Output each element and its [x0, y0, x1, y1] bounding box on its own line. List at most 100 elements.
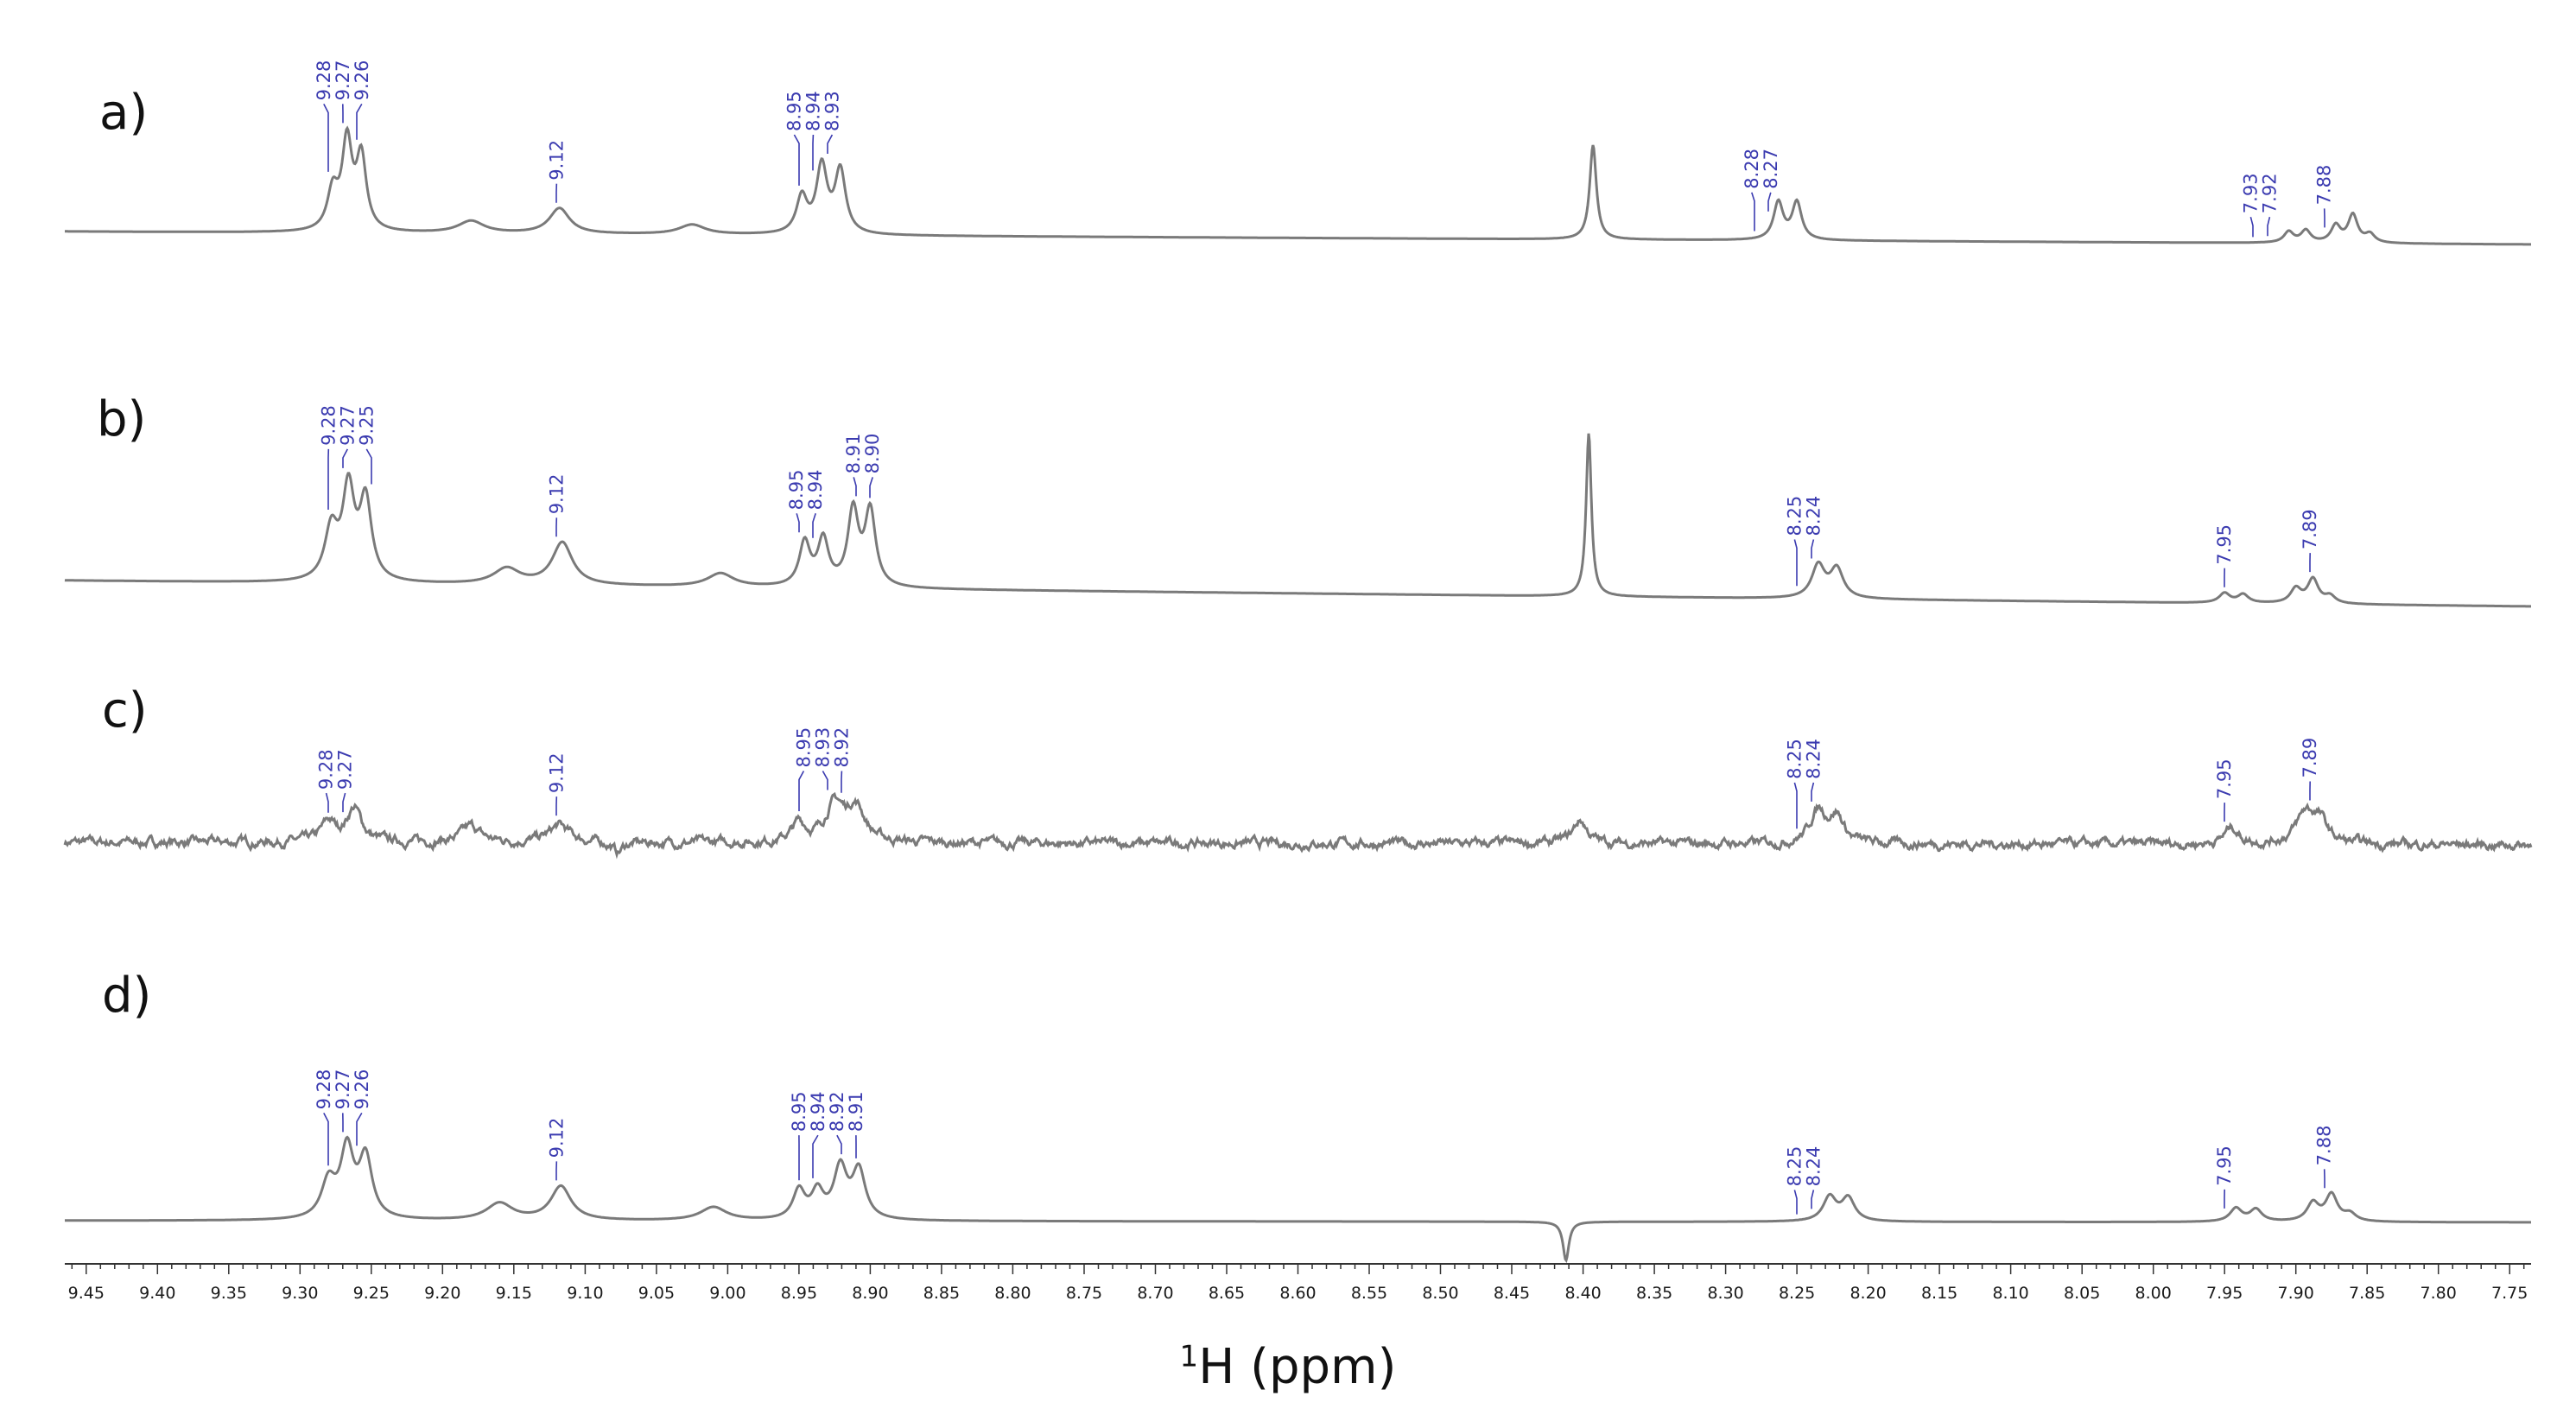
- peak-leader: [325, 792, 329, 813]
- peak-label: 7.89: [2300, 509, 2320, 549]
- x-tick-label: 9.25: [353, 1284, 390, 1303]
- peak-label: 8.91: [843, 434, 864, 474]
- peak-leader: [869, 477, 873, 498]
- panel-label-c: c): [102, 682, 148, 739]
- x-tick-label: 8.80: [994, 1284, 1031, 1303]
- peak-label: 7.95: [2214, 524, 2235, 565]
- x-axis-title: 1H (ppm): [0, 1339, 2576, 1395]
- peak-label: 8.92: [831, 727, 852, 768]
- peak-label: 8.94: [803, 91, 823, 131]
- panel-label-d: d): [102, 968, 152, 1024]
- x-tick-label: 8.35: [1636, 1284, 1672, 1303]
- peak-label: 8.95: [793, 727, 814, 768]
- peak-label: 8.24: [1803, 1146, 1824, 1187]
- peak-label: 9.25: [356, 405, 377, 446]
- peak-leader: [1793, 539, 1798, 587]
- peak-label: 8.25: [1784, 496, 1805, 536]
- x-axis-title-superscript: 1: [1179, 1339, 1199, 1374]
- spectrum-trace: [64, 433, 2531, 608]
- x-tick-label: 9.40: [139, 1284, 175, 1303]
- peak-leader: [342, 792, 346, 813]
- x-tick-label: 8.40: [1564, 1284, 1601, 1303]
- peak-label: 8.28: [1742, 149, 1762, 189]
- peak-label: 7.95: [2214, 1146, 2235, 1186]
- x-tick-label: 8.75: [1066, 1284, 1102, 1303]
- peak-label: 7.95: [2214, 758, 2235, 799]
- spectrum-d: 9.289.279.26 9.12 8.958.948.928.91 8.258.24…: [65, 1069, 2531, 1264]
- peak-label: 9.12: [546, 140, 567, 181]
- peak-label: 9.12: [546, 474, 567, 515]
- x-tick-label: 7.95: [2206, 1284, 2243, 1303]
- x-tick-label: 8.65: [1209, 1284, 1245, 1303]
- x-tick-label: 8.55: [1351, 1284, 1387, 1303]
- x-tick-label: 9.45: [68, 1284, 105, 1303]
- x-tick-label: 8.30: [1707, 1284, 1743, 1303]
- peak-label: 9.28: [314, 60, 334, 101]
- peak-leader: [342, 448, 349, 468]
- x-tick-label: 8.25: [1779, 1284, 1815, 1303]
- peak-label: 7.92: [2259, 173, 2280, 213]
- x-tick-label: 9.15: [496, 1284, 532, 1303]
- peak-label: 8.95: [789, 1091, 809, 1132]
- peak-label: 8.95: [786, 470, 807, 511]
- panel-label-b: b): [97, 391, 147, 447]
- spectrum-trace: [63, 791, 2533, 860]
- peak-leader: [2249, 216, 2254, 238]
- x-axis: 9.45 9.40 9.35 9.30 9.25 9.20 9.15 9.10 9.05 9.00…: [65, 1263, 2531, 1303]
- x-tick-label: 7.90: [2278, 1284, 2314, 1303]
- peak-label: 9.27: [337, 405, 358, 446]
- x-tick-label: 9.20: [424, 1284, 460, 1303]
- peak-label: 8.93: [812, 727, 833, 768]
- x-tick-label: 8.00: [2135, 1284, 2172, 1303]
- x-tick-label: 9.35: [211, 1284, 247, 1303]
- x-tick-label: 8.05: [2064, 1284, 2100, 1303]
- peak-label: 9.28: [316, 749, 337, 790]
- peak-label: 8.25: [1784, 1146, 1805, 1187]
- peak-leader: [1767, 192, 1772, 212]
- x-tick-label: 8.70: [1137, 1284, 1173, 1303]
- peak-leader: [796, 513, 800, 533]
- peak-label: 8.27: [1761, 149, 1781, 189]
- peak-leader: [836, 1134, 842, 1155]
- peak-label: 8.92: [827, 1091, 847, 1132]
- x-tick-label: 8.85: [923, 1284, 960, 1303]
- peak-leader: [356, 1112, 363, 1146]
- x-tick-label: 8.60: [1279, 1284, 1316, 1303]
- peak-leader: [365, 448, 372, 485]
- peak-label: 8.25: [1784, 739, 1805, 779]
- peak-leader: [323, 104, 329, 172]
- peak-label: 9.28: [314, 1069, 334, 1110]
- peak-label: 8.24: [1803, 739, 1824, 779]
- peak-label: 8.24: [1803, 496, 1824, 536]
- peak-label: 9.12: [546, 752, 567, 793]
- peak-label: 8.95: [784, 91, 804, 131]
- x-tick-label: 7.85: [2349, 1284, 2385, 1303]
- peak-leader: [1811, 539, 1815, 559]
- peak-leader: [793, 134, 800, 186]
- peak-label: 9.26: [352, 1069, 372, 1110]
- peak-label: 7.93: [2240, 173, 2261, 213]
- peak-leader: [853, 477, 857, 497]
- x-axis-title-text: H (ppm): [1198, 1339, 1397, 1395]
- peak-label: 7.88: [2314, 165, 2335, 206]
- peak-label: 7.88: [2314, 1126, 2335, 1166]
- peak-leader: [323, 1113, 329, 1166]
- peak-leader: [822, 771, 828, 790]
- peak-label: 8.94: [805, 470, 826, 511]
- x-tick-label: 9.30: [282, 1284, 318, 1303]
- x-tick-label: 8.90: [852, 1284, 888, 1303]
- x-tick-label: 9.10: [567, 1284, 603, 1303]
- peak-leader: [1793, 1190, 1798, 1215]
- peak-label: 9.27: [333, 60, 353, 101]
- peak-label: 8.94: [808, 1091, 828, 1132]
- peak-label: 8.93: [822, 91, 842, 131]
- peak-leader: [798, 771, 805, 811]
- x-tick-label: 9.00: [709, 1284, 746, 1303]
- spectrum-a: 9.289.279.26 9.12 8.958.948.93 8.288.27 7.93…: [65, 60, 2531, 246]
- peak-label: 9.28: [318, 405, 339, 446]
- peak-label: 8.90: [862, 434, 883, 474]
- x-tick-label: 7.80: [2421, 1284, 2457, 1303]
- x-tick-label: 7.75: [2491, 1284, 2528, 1303]
